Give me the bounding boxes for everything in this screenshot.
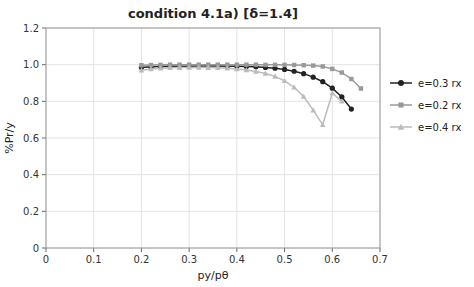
point [254,62,258,66]
tick-label: 0.6 [23,133,39,144]
tick-label: 0.2 [133,254,149,265]
point [349,106,354,111]
point [310,107,316,112]
point [196,65,202,70]
point [244,62,248,66]
point [224,65,230,70]
x-axis-label: py/pθ [198,269,229,282]
tick [380,248,381,252]
plot-area [46,28,380,248]
tick [42,64,46,65]
point [292,69,297,74]
tick-label: 0.6 [324,254,340,265]
point [244,67,250,72]
point [272,74,278,79]
point [320,122,326,127]
tick [42,101,46,102]
legend-label: e=0.4 rx [418,122,461,133]
tick [46,248,47,252]
point [282,63,286,67]
point [330,86,335,91]
legend-label: e=0.3 rx [418,78,461,89]
tick-label: 0.7 [372,254,388,265]
point [253,69,259,74]
series-group [139,62,364,127]
tick-label: 1.0 [23,59,39,70]
point [167,65,173,70]
tick-label: 0.3 [181,254,197,265]
series-line [141,66,351,109]
tick [141,248,142,252]
tick [93,248,94,252]
point [330,67,334,71]
point [311,75,316,80]
legend-marker [398,102,403,107]
point [301,63,305,67]
tick-label: 0.8 [23,96,39,107]
point [292,63,296,67]
tick [42,28,46,29]
grid [46,28,380,248]
tick [332,248,333,252]
chart: 0 0.1 0.2 0.3 0.4 0.5 0.6 0.7 0 0.2 0.4 0.6 0.8 1.0 1.… [0,0,474,287]
point [320,79,325,84]
tick [42,248,46,249]
point [215,65,221,70]
series-line [141,67,341,124]
plot-frame [46,28,380,248]
point [139,67,145,72]
point [329,90,335,95]
axes: 0 0.1 0.2 0.3 0.4 0.5 0.6 0.7 0 0.2 0.4 0.6 0.8 1.0 1.… [23,23,388,266]
tick [42,174,46,175]
point [273,63,277,67]
legend-marker [398,80,404,86]
series [139,65,345,128]
point [311,63,315,67]
tick-label: 0.4 [23,169,39,180]
tick [42,138,46,139]
y-axis-label: %Pr/y [3,122,16,154]
point [359,86,363,90]
title: condition 4.1a) [δ=1.4] [128,6,298,21]
series [139,62,363,90]
point [263,71,269,76]
grid-line [46,174,380,175]
tick [42,211,46,212]
tick-label: 0 [33,243,39,254]
point [282,67,287,72]
point [291,84,297,89]
point [340,70,344,74]
tick [236,248,237,252]
point [282,78,288,83]
tick [189,248,190,252]
point [301,94,307,99]
tick-label: 0 [43,254,49,265]
point [321,64,325,68]
tick [284,248,285,252]
tick-label: 0.2 [23,206,39,217]
legend-label: e=0.2 rx [418,100,461,111]
point [301,71,306,76]
grid-line [46,138,380,139]
point [205,65,211,70]
point [186,65,192,70]
point [339,98,345,103]
tick-label: 1.2 [23,23,39,34]
tick-label: 0.1 [86,254,102,265]
grid-line [46,211,380,212]
point [263,63,267,67]
legend: e=0.3 rx e=0.2 rx e=0.4 rx [390,78,461,133]
tick-label: 0.4 [229,254,245,265]
point [139,63,143,67]
point [158,65,164,70]
legend-marker [398,124,405,130]
tick-label: 0.5 [277,254,293,265]
series [139,63,354,111]
point [349,77,353,81]
point [234,66,240,71]
point [148,66,154,71]
point [177,65,183,70]
